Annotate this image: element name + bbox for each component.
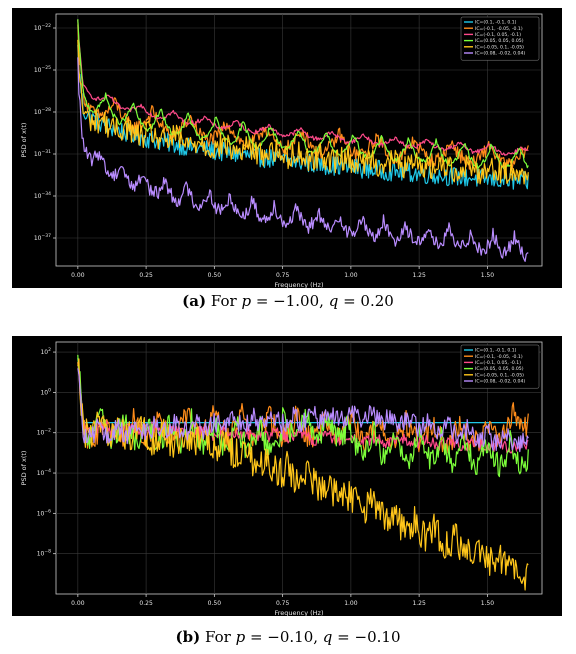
legend-box [460,344,540,389]
legend-entry: IC=(0.08, -0.02, 0.04) [475,379,525,385]
x-tick-label: 0.25 [139,600,153,607]
legend-entry: IC=(0.05, 0.05, 0.05) [475,38,524,44]
x-tick-label: 1.00 [344,272,358,279]
legend-entry: IC=(-0.1, -0.05, -0.1) [475,354,523,360]
x-tick-label: 0.75 [276,272,290,279]
x-tick-label: 1.50 [481,272,495,279]
caption-b-for: For [204,628,231,646]
y-tick-label: 10−37 [34,233,51,242]
plot-frame [55,341,543,595]
y-tick-label: 10−6 [37,508,51,517]
y-tick-label: 10−34 [34,191,51,200]
y-axis-label: PSD of x(t) [20,451,28,486]
caption-a-p: −1.00 [273,292,320,310]
caption-a-for: For [210,292,237,310]
legend-entry: IC=(0.1, -0.1, 0.1) [475,20,517,26]
y-tick-label: 10−2 [37,428,51,437]
series-line-4 [77,19,529,170]
x-axis-label: Frequency (Hz) [274,281,323,288]
caption-b-q: −0.10 [354,628,401,646]
x-tick-label: 1.25 [412,600,426,607]
x-tick-label: 0.75 [276,600,290,607]
series-line-1 [77,358,529,424]
legend-entry: IC=(0.05, 0.05, 0.05) [475,366,524,372]
x-axis-label: Frequency (Hz) [274,609,323,616]
caption-b-p: −0.10 [267,628,314,646]
y-tick-label: 10−25 [34,65,51,74]
y-tick-label: 10−8 [37,549,51,558]
x-tick-label: 0.50 [208,600,222,607]
y-axis-label: PSD of x(t) [20,123,28,158]
y-tick-label: 10−28 [34,107,51,116]
series-line-3 [77,19,529,156]
y-tick-label: 102 [40,347,51,356]
psd-chart-b: 0.00 0.25 0.50 0.75 1.00 1.25 1.50 102 100 10−2 10… [20,341,543,616]
x-tick-label: 0.00 [71,272,85,279]
legend-box [460,16,540,61]
x-tick-label: 1.00 [344,600,358,607]
caption-b: (b) For p = −0.10, q = −0.10 [175,628,401,646]
x-tick-label: 0.25 [139,272,153,279]
chart-panel-a: 0.00 0.25 0.50 0.75 1.00 1.25 1.50 10−22 10−25 10… [12,8,562,288]
series-line-6 [77,368,529,453]
legend-entry: IC=(-0.1, 0.05, -0.1) [475,32,521,38]
legend-entry: IC=(-0.1, 0.05, -0.1) [475,360,521,366]
caption-b-label: (b) [175,628,201,646]
caption-a-q: 0.20 [360,292,394,310]
legend-entry: IC=(-0.05, 0.1, -0.05) [475,372,524,378]
y-tick-label: 10−22 [34,23,51,32]
chart-panel-b: 0.00 0.25 0.50 0.75 1.00 1.25 1.50 102 100 10−2 10… [12,336,562,616]
legend-entry: IC=(0.08, -0.02, 0.04) [475,51,525,57]
legend-entry: IC=(-0.1, -0.05, -0.1) [475,26,523,32]
caption-a-label: (a) [182,292,207,310]
series-line-5 [77,39,529,185]
x-tick-label: 0.50 [208,272,222,279]
y-tick-label: 100 [40,387,51,396]
legend-entry: IC=(-0.05, 0.1, -0.05) [475,44,524,50]
legend-entry: IC=(0.1, -0.1, 0.1) [475,348,517,354]
y-tick-label: 10−4 [37,468,51,477]
x-tick-label: 1.50 [481,600,495,607]
series-line-4 [77,354,529,478]
series-line-5 [77,358,529,591]
caption-a: (a) For p = −1.00, q = 0.20 [182,292,394,310]
plot-frame [55,13,543,267]
x-tick-label: 0.00 [71,600,85,607]
series-line-6 [77,57,529,262]
y-tick-label: 10−31 [34,149,51,158]
x-tick-label: 1.25 [412,272,426,279]
psd-chart-a: 0.00 0.25 0.50 0.75 1.00 1.25 1.50 10−22 10−25 10… [20,13,543,288]
